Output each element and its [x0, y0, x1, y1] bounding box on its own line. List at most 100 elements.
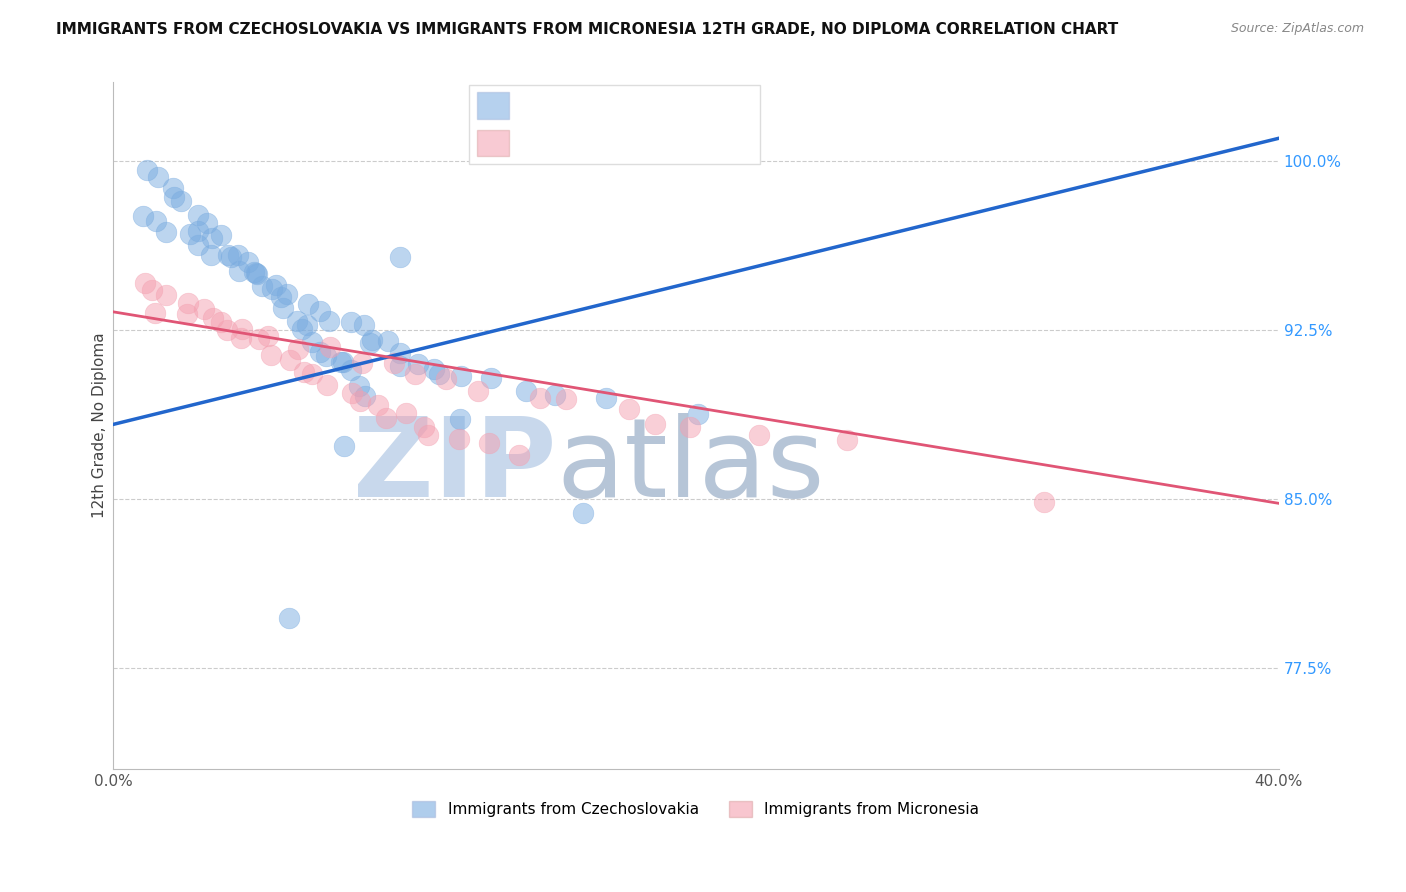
Point — [412, 420, 434, 434]
Point — [135, 162, 157, 177]
Point — [187, 238, 209, 252]
Point — [515, 384, 537, 398]
Point — [353, 318, 375, 332]
Point — [134, 276, 156, 290]
Point — [339, 315, 361, 329]
Point — [319, 340, 342, 354]
Point — [330, 355, 353, 369]
Point — [131, 209, 153, 223]
Point — [395, 406, 418, 420]
Point — [617, 402, 640, 417]
Point — [467, 384, 489, 398]
Point — [201, 231, 224, 245]
Point — [301, 335, 323, 350]
Point — [270, 290, 292, 304]
Point — [245, 266, 267, 280]
Point — [449, 412, 471, 426]
Point — [141, 284, 163, 298]
Point — [264, 278, 287, 293]
Point — [215, 323, 238, 337]
Point — [688, 407, 710, 421]
Point — [250, 278, 273, 293]
Point — [285, 313, 308, 327]
Text: Source: ZipAtlas.com: Source: ZipAtlas.com — [1230, 22, 1364, 36]
Point — [163, 190, 186, 204]
Point — [271, 301, 294, 315]
Point — [219, 250, 242, 264]
Point — [231, 322, 253, 336]
Point — [1032, 495, 1054, 509]
Point — [209, 228, 232, 243]
Point — [350, 356, 373, 370]
Point — [143, 306, 166, 320]
Point — [243, 265, 266, 279]
Point — [301, 367, 323, 381]
Point — [155, 287, 177, 301]
Point — [340, 362, 363, 376]
Point — [572, 506, 595, 520]
Point — [347, 378, 370, 392]
Point — [209, 315, 232, 329]
Point — [155, 225, 177, 239]
Text: atlas: atlas — [555, 413, 824, 520]
Point — [837, 433, 859, 447]
Point — [479, 371, 502, 385]
Point — [748, 427, 770, 442]
Point — [508, 448, 530, 462]
Point — [389, 346, 412, 360]
Point — [478, 436, 501, 450]
Y-axis label: 12th Grade, No Diploma: 12th Grade, No Diploma — [93, 333, 107, 518]
Point — [193, 301, 215, 316]
Point — [359, 335, 381, 350]
Point — [308, 303, 330, 318]
Point — [361, 333, 384, 347]
Point — [276, 287, 298, 301]
Point — [297, 318, 319, 333]
Point — [595, 392, 617, 406]
Point — [162, 181, 184, 195]
Point — [277, 611, 299, 625]
Point — [145, 213, 167, 227]
Point — [450, 368, 472, 383]
Point — [202, 311, 225, 326]
Point — [170, 194, 193, 208]
Point — [315, 349, 337, 363]
Point — [389, 250, 412, 264]
Point — [287, 342, 309, 356]
Point — [416, 428, 439, 442]
Point — [260, 348, 283, 362]
Point — [544, 388, 567, 402]
Point — [679, 420, 702, 434]
Point — [247, 332, 270, 346]
Legend: Immigrants from Czechoslovakia, Immigrants from Micronesia: Immigrants from Czechoslovakia, Immigran… — [406, 796, 986, 823]
Point — [375, 411, 398, 425]
Point — [644, 417, 666, 431]
Point — [187, 208, 209, 222]
Point — [377, 334, 399, 348]
Point — [297, 296, 319, 310]
Point — [176, 307, 198, 321]
Point — [316, 378, 339, 392]
Point — [340, 385, 363, 400]
Point — [226, 248, 249, 262]
Point — [436, 372, 458, 386]
Point — [148, 169, 170, 184]
Point — [292, 365, 315, 379]
Point — [422, 362, 444, 376]
Point — [246, 268, 269, 282]
Point — [406, 357, 429, 371]
Point — [389, 359, 412, 373]
Point — [200, 247, 222, 261]
Point — [427, 367, 450, 381]
Point — [404, 368, 426, 382]
Point — [367, 399, 389, 413]
Text: IMMIGRANTS FROM CZECHOSLOVAKIA VS IMMIGRANTS FROM MICRONESIA 12TH GRADE, NO DIPL: IMMIGRANTS FROM CZECHOSLOVAKIA VS IMMIGR… — [56, 22, 1119, 37]
Point — [291, 322, 314, 336]
Point — [349, 394, 371, 409]
Point — [236, 255, 259, 269]
Point — [231, 331, 253, 345]
Text: ZIP: ZIP — [353, 413, 555, 520]
Point — [332, 355, 354, 369]
Point — [217, 248, 239, 262]
Point — [529, 391, 551, 405]
